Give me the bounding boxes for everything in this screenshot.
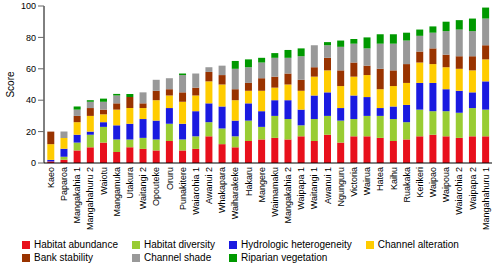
svg-text:Score: Score bbox=[8, 71, 16, 98]
svg-text:Mangahahuru 1: Mangahahuru 1 bbox=[481, 167, 491, 230]
svg-text:Mangamuka: Mangamuka bbox=[112, 167, 122, 217]
svg-text:Victoria: Victoria bbox=[349, 167, 359, 197]
svg-text:Mangere: Mangere bbox=[257, 167, 267, 203]
svg-text:Waipapa 2: Waipapa 2 bbox=[468, 167, 478, 210]
svg-text:Kerikeri: Kerikeri bbox=[415, 167, 425, 198]
html-text:Channel shade: Channel shade bbox=[144, 252, 212, 263]
html-text:Bank stability: Bank stability bbox=[34, 252, 93, 263]
svg-text:Hakaru: Hakaru bbox=[244, 167, 254, 196]
svg-text:Waiarohia 1: Waiarohia 1 bbox=[191, 167, 201, 215]
svg-text:Ngunguru: Ngunguru bbox=[336, 167, 346, 207]
svg-text:Utakura: Utakura bbox=[125, 167, 135, 199]
svg-text:Whakapara: Whakapara bbox=[217, 167, 227, 213]
svg-text:Waipao: Waipao bbox=[428, 167, 438, 197]
svg-text:Kaihu: Kaihu bbox=[389, 167, 399, 190]
svg-text:Waimamaku: Waimamaku bbox=[270, 167, 280, 217]
html-text:Channel alteration: Channel alteration bbox=[377, 239, 459, 250]
svg-text:Opouteke: Opouteke bbox=[151, 167, 161, 206]
html-text:Habitat diversity: Habitat diversity bbox=[144, 239, 216, 250]
svg-text:Waiharakeke: Waiharakeke bbox=[230, 167, 240, 219]
svg-text:20: 20 bbox=[26, 127, 36, 137]
svg-text:Kaeo: Kaeo bbox=[46, 167, 56, 188]
svg-text:Waipoua: Waipoua bbox=[441, 167, 451, 202]
svg-text:0: 0 bbox=[31, 158, 36, 168]
svg-text:80: 80 bbox=[26, 33, 36, 43]
svg-text:60: 60 bbox=[26, 64, 36, 74]
svg-text:Paparoa: Paparoa bbox=[59, 167, 69, 201]
svg-text:Waitangi 2: Waitangi 2 bbox=[138, 167, 148, 209]
svg-text:40: 40 bbox=[26, 95, 36, 105]
svg-text:Mangakahia 2: Mangakahia 2 bbox=[283, 167, 293, 224]
html-text:Hydrologic heterogeneity: Hydrologic heterogeneity bbox=[241, 239, 352, 250]
svg-text:Ruakaka: Ruakaka bbox=[402, 167, 412, 203]
svg-text:Mangakahia 1: Mangakahia 1 bbox=[72, 167, 82, 224]
svg-text:Waitangi 1: Waitangi 1 bbox=[310, 167, 320, 209]
html-text:Habitat abundance: Habitat abundance bbox=[34, 239, 118, 250]
svg-text:Wairua: Wairua bbox=[362, 167, 372, 195]
html-text:Riparian vegetation: Riparian vegetation bbox=[241, 252, 328, 263]
svg-text:Awanui 1: Awanui 1 bbox=[323, 167, 333, 204]
svg-text:Mangahahuru 2: Mangahahuru 2 bbox=[86, 167, 96, 230]
svg-text:Waiotu: Waiotu bbox=[99, 167, 109, 195]
svg-text:Hatea: Hatea bbox=[375, 167, 385, 191]
svg-text:Punakitere: Punakitere bbox=[178, 167, 188, 210]
svg-text:100: 100 bbox=[21, 1, 36, 11]
svg-text:Awanui 2: Awanui 2 bbox=[204, 167, 214, 204]
svg-text:Waiarohia 2: Waiarohia 2 bbox=[454, 167, 464, 215]
svg-text:Waipapa 1: Waipapa 1 bbox=[296, 167, 306, 210]
svg-text:Oruru: Oruru bbox=[165, 167, 175, 190]
